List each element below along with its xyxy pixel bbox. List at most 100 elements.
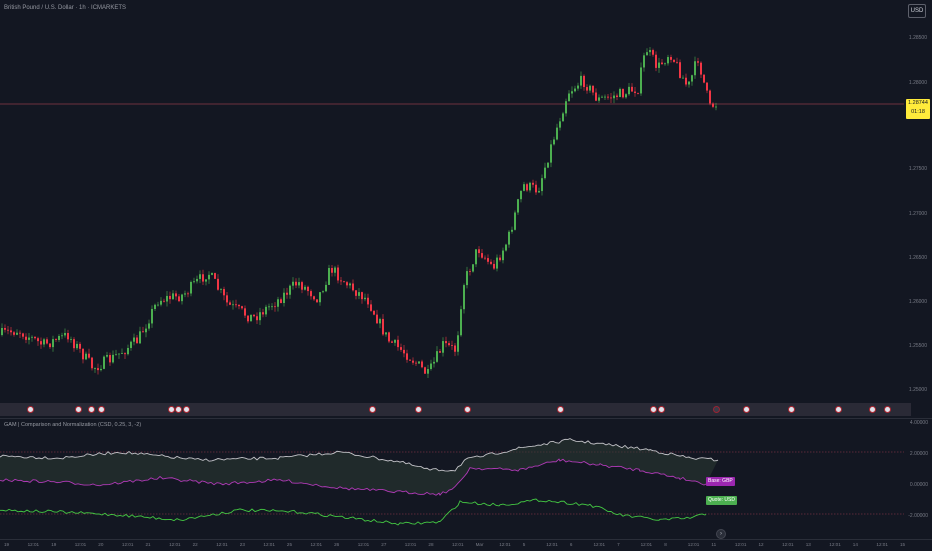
candle-body — [61, 335, 63, 337]
time-tick: 23 — [239, 542, 245, 547]
candle-body — [652, 50, 654, 55]
candle-body — [205, 279, 207, 282]
quote-series-line — [0, 498, 707, 526]
candle-body — [367, 297, 369, 305]
candle-body — [403, 349, 405, 354]
economic-event-flag-icon[interactable] — [415, 406, 422, 413]
candle-body — [484, 257, 486, 259]
candle-body — [601, 96, 603, 98]
candle-body — [394, 339, 396, 343]
candle-body — [571, 91, 573, 94]
economic-event-flag-icon[interactable] — [75, 406, 82, 413]
candle-body — [106, 355, 108, 357]
economic-event-flag-icon[interactable] — [869, 406, 876, 413]
candle-body — [304, 286, 306, 290]
events-bar — [0, 403, 911, 416]
economic-event-flag-icon[interactable] — [464, 406, 471, 413]
scroll-to-realtime-icon[interactable]: › — [716, 529, 726, 539]
candle-body — [139, 331, 141, 344]
candle-body — [34, 336, 36, 339]
currency-button[interactable]: USD — [908, 4, 926, 18]
candle-body — [373, 310, 375, 315]
candle-body — [502, 250, 504, 261]
candle-body — [631, 86, 633, 92]
candle-body — [688, 81, 690, 85]
economic-event-flag-icon[interactable] — [369, 406, 376, 413]
candle-body — [388, 332, 390, 342]
time-tick: 25 — [286, 542, 293, 547]
candle-body — [481, 253, 483, 258]
price-axis[interactable]: 1.28500 1.28000 1.27500 1.27000 1.26500 … — [904, 0, 932, 396]
economic-event-flag-icon[interactable] — [557, 406, 564, 413]
candle-body — [355, 290, 357, 296]
candle-body — [529, 182, 531, 191]
candle-body — [328, 268, 330, 285]
candle-body — [448, 343, 450, 346]
candle-body — [466, 271, 468, 286]
time-tick: 12:01 — [687, 542, 700, 547]
candle-body — [700, 62, 702, 75]
candle-body — [283, 292, 285, 304]
candle-body — [577, 85, 579, 89]
economic-event-flag-icon[interactable] — [175, 406, 182, 413]
time-tick: 12:01 — [27, 542, 40, 547]
candle-body — [124, 353, 126, 355]
candle-body — [550, 144, 552, 163]
economic-event-flag-icon[interactable] — [650, 406, 657, 413]
economic-event-flag-icon[interactable] — [884, 406, 891, 413]
indicator-tick: 0.00000 — [909, 482, 928, 488]
candle-body — [10, 330, 12, 333]
price-tick: 1.28000 — [908, 80, 927, 86]
economic-event-flag-icon[interactable] — [743, 406, 750, 413]
candle-body — [358, 292, 360, 296]
time-tick: 12:01 — [452, 542, 464, 547]
time-tick: 7 — [617, 542, 620, 547]
economic-event-flag-icon[interactable] — [658, 406, 665, 413]
candle-body — [616, 95, 618, 98]
economic-event-flag-icon[interactable] — [835, 406, 842, 413]
candle-body — [319, 292, 321, 303]
candle-body — [244, 308, 246, 316]
economic-event-flag-icon[interactable] — [713, 406, 720, 413]
candle-body — [442, 341, 444, 353]
economic-event-flag-icon[interactable] — [183, 406, 190, 413]
candle-body — [406, 353, 408, 360]
candle-body — [568, 93, 570, 102]
candle-body — [271, 306, 273, 308]
time-tick: 12:01 — [263, 542, 275, 547]
candle-body — [22, 333, 24, 337]
indicator-title[interactable]: GAM | Comparison and Normalization (CSD,… — [4, 422, 142, 428]
current-price-value: 1.28744 — [908, 100, 928, 106]
time-tick: 12:01 — [357, 542, 370, 547]
candle-body — [565, 101, 567, 114]
candle-body — [145, 328, 147, 333]
candle-body — [532, 182, 534, 185]
economic-event-flag-icon[interactable] — [88, 406, 95, 413]
time-tick: 12:01 — [876, 542, 888, 547]
indicator-axis[interactable]: 4.00000 2.00000 0.00000 -2.00000 — [904, 420, 932, 540]
candle-body — [637, 92, 639, 94]
economic-event-flag-icon[interactable] — [168, 406, 175, 413]
candle-body — [694, 61, 696, 76]
candle-body — [202, 274, 204, 282]
candle-body — [67, 332, 69, 340]
candle-body — [118, 353, 120, 355]
price-tick: 1.27500 — [908, 166, 927, 172]
economic-event-flag-icon[interactable] — [27, 406, 34, 413]
economic-event-flag-icon[interactable] — [98, 406, 105, 413]
candle-body — [196, 278, 198, 282]
candle-body — [670, 57, 672, 60]
candle-body — [190, 281, 192, 294]
candle-body — [31, 336, 33, 338]
pane-divider[interactable] — [0, 418, 932, 419]
chart-title: British Pound / U.S. Dollar · 1h · ICMAR… — [4, 5, 127, 11]
candle-body — [352, 283, 354, 291]
candle-body — [238, 304, 240, 307]
candle-body — [334, 267, 336, 273]
economic-event-flag-icon[interactable] — [788, 406, 795, 413]
candle-body — [88, 353, 90, 358]
candle-body — [544, 167, 546, 179]
time-tick: 12 — [758, 542, 764, 547]
time-axis[interactable]: 19 12:01 19 12:01 20 12:01 21 12:01 22 12:01 23 12:… — [0, 539, 932, 551]
